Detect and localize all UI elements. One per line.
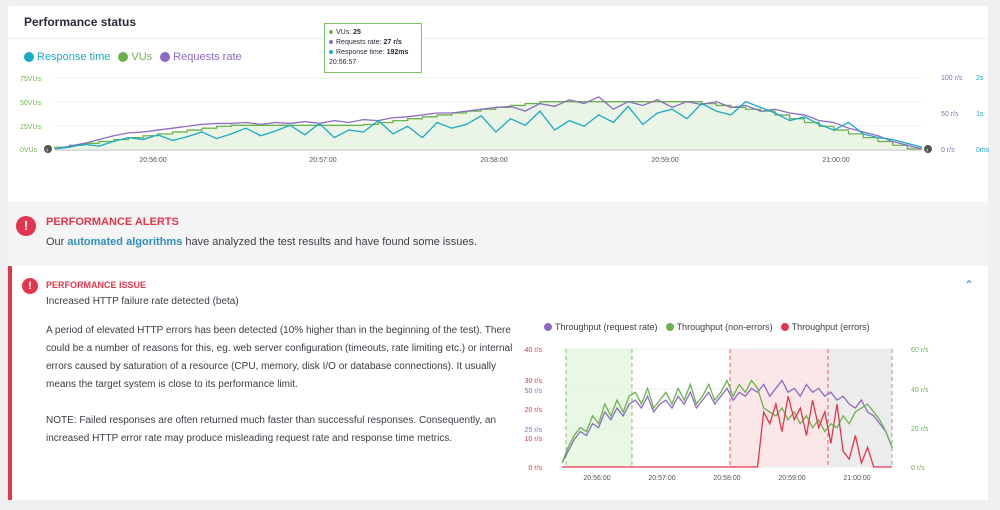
- issue-paragraph: A period of elevated HTTP errors has bee…: [46, 325, 513, 390]
- issue-note: NOTE: Failed responses are often returne…: [46, 415, 497, 444]
- y-right-tick-rate: 0 r/s: [941, 147, 955, 154]
- legend-dot-icon: [780, 323, 789, 331]
- legend-dot-icon: [544, 323, 552, 331]
- alert-icon: !: [16, 216, 36, 236]
- divider: [8, 38, 988, 39]
- y-tick-label: 0VUs: [20, 147, 38, 154]
- scroll-right-icon[interactable]: [924, 145, 932, 153]
- legend-item-request-rate[interactable]: Throughput (request rate): [544, 322, 658, 332]
- legend-item-requests-rate[interactable]: Requests rate: [160, 51, 242, 63]
- y-right-tick-time: 2s: [976, 75, 984, 82]
- top-chart-legend: Response time VUs Requests rate: [24, 51, 242, 63]
- series-line-response-time: [54, 100, 923, 150]
- legend-dot-icon: [24, 52, 34, 62]
- alerts-title: PERFORMANCE ALERTS: [46, 216, 179, 228]
- performance-alerts: ! PERFORMANCE ALERTS Our automated algor…: [8, 202, 988, 266]
- card-title: Performance status: [24, 15, 137, 29]
- legend-label: Response time: [37, 51, 111, 63]
- x-tick-label: 20:58:00: [480, 157, 507, 164]
- automated-algorithms-link[interactable]: automated algorithms: [67, 236, 183, 248]
- x-tick-label: 20:57:00: [309, 157, 336, 164]
- issue-chart-legend: Throughput (request rate) Throughput (no…: [544, 322, 870, 332]
- legend-label: VUs: [131, 51, 153, 63]
- issue-description: A period of elevated HTTP errors has bee…: [46, 322, 514, 466]
- x-tick-label: 21:00:00: [822, 157, 849, 164]
- legend-item-errors[interactable]: Throughput (errors): [780, 322, 870, 332]
- chevron-left-icon: ‹: [46, 147, 49, 154]
- x-tick-label: 20:56:00: [139, 157, 166, 164]
- performance-issue: ! PERFORMANCE ISSUE Increased HTTP failu…: [8, 266, 988, 500]
- issue-alert-icon: !: [22, 278, 38, 294]
- series-line-requests-rate: [54, 96, 923, 150]
- x-tick-label: 20:59:00: [651, 157, 678, 164]
- legend-item-non-errors[interactable]: Throughput (non-errors): [665, 322, 773, 332]
- issue-subtitle: Increased HTTP failure rate detected (be…: [46, 296, 239, 307]
- vus-area: [55, 101, 922, 149]
- y-right-tick-rate: 50 r/s: [941, 111, 959, 118]
- collapse-chevron-up-icon[interactable]: ⌃: [964, 278, 975, 292]
- issue-title: PERFORMANCE ISSUE: [46, 280, 147, 290]
- alerts-text: Our automated algorithms have analyzed t…: [46, 236, 478, 248]
- performance-chart[interactable]: 0VUs 25VUs 50VUs 75VUs 0 r/s 50 r/s 100 r/s 0ms…: [0, 0, 1000, 200]
- chevron-right-icon: ›: [926, 147, 929, 154]
- legend-dot-icon: [160, 52, 171, 62]
- legend-item-vus[interactable]: VUs: [118, 51, 152, 63]
- y-tick-label: 50VUs: [20, 100, 42, 107]
- scroll-left-icon[interactable]: [44, 145, 52, 153]
- chart-tooltip: VUs: 25 Requests rate: 27 r/s Response t…: [324, 23, 422, 73]
- legend-item-response-time[interactable]: Response time: [24, 51, 110, 63]
- performance-status-card: Performance status Response time VUs Req…: [8, 6, 988, 202]
- y-tick-label: 25VUs: [20, 124, 42, 131]
- y-right-tick-time: 0ms: [976, 147, 990, 154]
- y-right-tick-rate: 100 r/s: [941, 75, 963, 82]
- y-tick-label: 75VUs: [20, 76, 42, 83]
- legend-dot-icon: [665, 323, 674, 331]
- y-right-tick-time: 1s: [976, 111, 984, 118]
- legend-label: Requests rate: [173, 51, 242, 63]
- legend-dot-icon: [118, 52, 129, 62]
